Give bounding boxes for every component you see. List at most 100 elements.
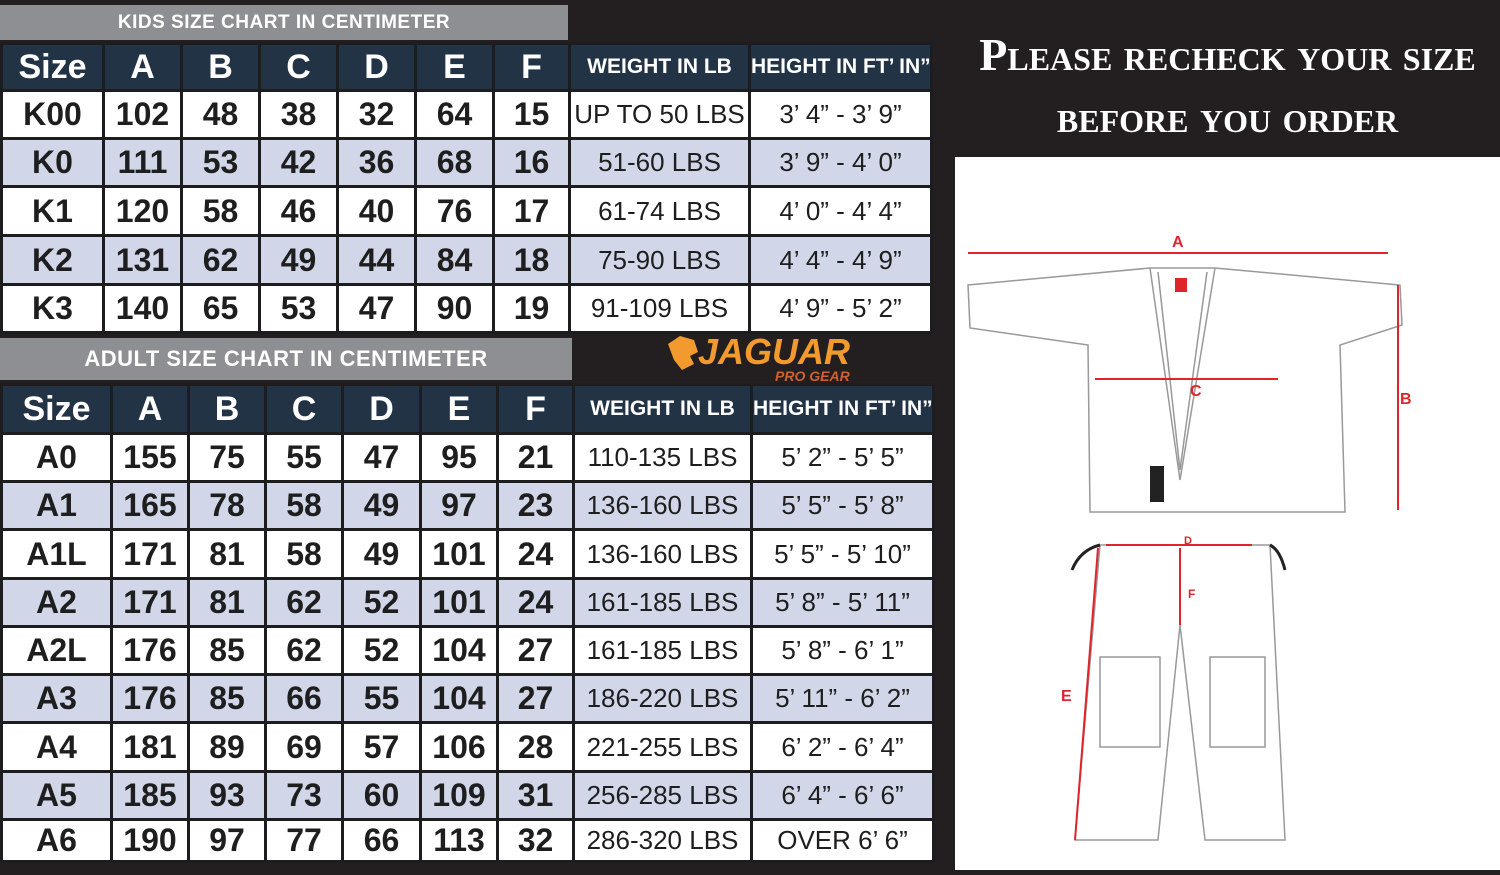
table-cell: 3’ 9” - 4’ 0”: [748, 137, 933, 188]
kids-weight-height-table: WEIGHT IN LB HEIGHT IN FT’ IN” UP TO 50 LB…: [568, 42, 933, 334]
row-label-cell: 221-255 LBS: [572, 721, 753, 773]
table-row: 136-160 LBS 5’ 5” - 5’ 8”: [572, 480, 935, 531]
table-cell: 28: [496, 721, 575, 773]
row-label-cell: A5: [0, 770, 113, 821]
table-cell: 176: [110, 625, 190, 676]
table-cell: 55: [264, 432, 344, 483]
table-cell: 131: [102, 234, 183, 286]
column-header: E: [414, 42, 495, 92]
table-cell: 104: [419, 673, 499, 724]
table-row: 51-60 LBS 3’ 9” - 4’ 0”: [568, 137, 933, 188]
row-label-cell: A6: [0, 818, 113, 863]
table-cell: 6’ 4” - 6’ 6”: [750, 770, 935, 821]
table-cell: 90: [414, 283, 495, 334]
recheck-size-notice: Please recheck your size before you orde…: [955, 24, 1500, 148]
header-row: Size A B C D E F: [0, 42, 571, 92]
table-cell: 185: [110, 770, 190, 821]
table-cell: 46: [258, 185, 339, 237]
row-label-cell: 136-160 LBS: [572, 480, 753, 531]
table-cell: 24: [496, 528, 575, 580]
column-header: A: [102, 42, 183, 92]
row-label-cell: K0: [0, 137, 105, 188]
svg-text:JAGUAR: JAGUAR: [698, 331, 850, 372]
jaguar-logo: JAGUAR PRO GEAR: [668, 331, 851, 384]
label-e: E: [1061, 688, 1072, 705]
table-cell: 5’ 5” - 5’ 10”: [750, 528, 935, 580]
table-cell: 5’ 5” - 5’ 8”: [750, 480, 935, 531]
table-cell: 69: [264, 721, 344, 773]
column-header: A: [110, 383, 190, 435]
column-header: WEIGHT IN LB: [572, 383, 753, 435]
jacket-outline: [967, 267, 1403, 513]
table-cell: 40: [336, 185, 417, 237]
notice-line-1: Please recheck your size: [979, 29, 1476, 80]
table-row: 256-285 LBS 6’ 4” - 6’ 6”: [572, 770, 935, 821]
table-row: K00 102 48 38 32 64 15: [0, 89, 571, 140]
table-cell: 58: [264, 528, 344, 580]
table-cell: 66: [264, 673, 344, 724]
row-label-cell: 75-90 LBS: [568, 234, 751, 286]
table-cell: 62: [264, 625, 344, 676]
table-cell: 36: [336, 137, 417, 188]
column-header: C: [264, 383, 344, 435]
table-row: A1 165 78 58 49 97 23: [0, 480, 575, 531]
column-header: E: [419, 383, 499, 435]
table-row: 91-109 LBS 4’ 9” - 5’ 2”: [568, 283, 933, 334]
table-cell: OVER 6’ 6”: [750, 818, 935, 863]
table-row: A5 185 93 73 60 109 31: [0, 770, 575, 821]
table-row: A0 155 75 55 47 95 21: [0, 432, 575, 483]
row-label-cell: 136-160 LBS: [572, 528, 753, 580]
notice-line-2: before you order: [1056, 91, 1399, 142]
pants-outline: [1074, 544, 1286, 841]
table-cell: 52: [341, 625, 422, 676]
table-cell: 81: [187, 577, 267, 628]
table-cell: 5’ 2” - 5’ 5”: [750, 432, 935, 483]
table-cell: 55: [341, 673, 422, 724]
table-cell: 27: [496, 625, 575, 676]
table-cell: 81: [187, 528, 267, 580]
row-label-cell: A4: [0, 721, 113, 773]
table-cell: 102: [102, 89, 183, 140]
table-cell: 176: [110, 673, 190, 724]
table-cell: 57: [341, 721, 422, 773]
adult-size-table: Size A B C D E F A0 155 75 55 47 95 21 A1 165 78 58 49 97 23…: [0, 383, 575, 863]
table-cell: 97: [419, 480, 499, 531]
column-header: HEIGHT IN FT’ IN”: [748, 42, 933, 92]
table-cell: 89: [187, 721, 267, 773]
table-cell: 4’ 9” - 5’ 2”: [748, 283, 933, 334]
table-cell: 32: [496, 818, 575, 863]
table-cell: 109: [419, 770, 499, 821]
table-cell: 23: [496, 480, 575, 531]
row-label-cell: A1: [0, 480, 113, 531]
header-row: WEIGHT IN LB HEIGHT IN FT’ IN”: [568, 42, 933, 92]
header-row: WEIGHT IN LB HEIGHT IN FT’ IN”: [572, 383, 935, 435]
row-label-cell: 61-74 LBS: [568, 185, 751, 237]
table-cell: 65: [180, 283, 261, 334]
table-row: K3 140 65 53 47 90 19: [0, 283, 571, 334]
table-cell: 47: [341, 432, 422, 483]
table-row: A3 176 85 66 55 104 27: [0, 673, 575, 724]
table-row: UP TO 50 LBS 3’ 4” - 3’ 9”: [568, 89, 933, 140]
table-cell: 62: [180, 234, 261, 286]
table-cell: 6’ 2” - 6’ 4”: [750, 721, 935, 773]
row-label-cell: 286-320 LBS: [572, 818, 753, 863]
table-cell: 104: [419, 625, 499, 676]
table-row: 186-220 LBS 5’ 11” - 6’ 2”: [572, 673, 935, 724]
table-cell: 68: [414, 137, 495, 188]
table-cell: 113: [419, 818, 499, 863]
table-cell: 17: [492, 185, 571, 237]
table-cell: 64: [414, 89, 495, 140]
table-cell: 48: [180, 89, 261, 140]
table-cell: 15: [492, 89, 571, 140]
table-cell: 62: [264, 577, 344, 628]
row-label-cell: 186-220 LBS: [572, 673, 753, 724]
table-cell: 171: [110, 528, 190, 580]
column-header: D: [336, 42, 417, 92]
label-d: D: [1184, 535, 1192, 547]
row-label-cell: UP TO 50 LBS: [568, 89, 751, 140]
table-row: 136-160 LBS 5’ 5” - 5’ 10”: [572, 528, 935, 580]
table-cell: 49: [341, 480, 422, 531]
table-row: 286-320 LBS OVER 6’ 6”: [572, 818, 935, 863]
header-row: Size A B C D E F: [0, 383, 575, 435]
column-header: Size: [0, 383, 113, 435]
